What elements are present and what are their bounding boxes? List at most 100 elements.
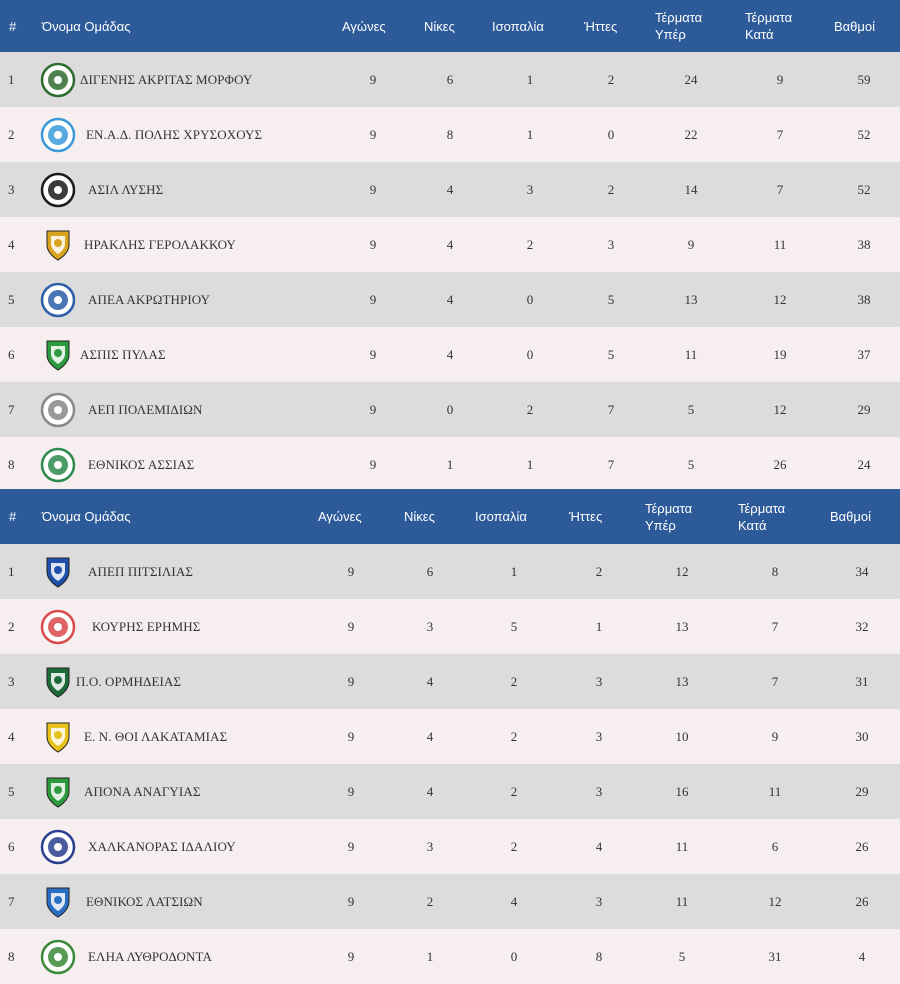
rank-cell: 5: [8, 291, 15, 307]
points-cell: 26: [855, 893, 869, 909]
losses-cell: 2: [607, 181, 615, 197]
team-name-link[interactable]: ΗΡΑΚΛΗΣ ΓΕΡΟΛΑΚΚΟΥ: [84, 236, 236, 252]
team-name-link[interactable]: ΑΠΕΠ ΠΙΤΣΙΛΙΑΣ: [88, 563, 194, 579]
played-cell: 9: [347, 948, 355, 964]
draws-cell: 2: [526, 236, 534, 252]
goals-for-cell: 11: [675, 893, 689, 909]
table-row: 6 ΧΑΛΚΑΝΟΡΑΣ ΙΔΑΛΙΟΥ 9 3 2 4 11 6 26: [0, 819, 900, 874]
team-name-link[interactable]: Π.Ο. ΟΡΜΗΔΕΙΑΣ: [76, 673, 182, 689]
rank-cell: 4: [8, 728, 15, 744]
played-cell: 9: [369, 346, 377, 362]
goals-against-cell: 8: [771, 563, 779, 579]
goals-against-cell: 12: [773, 401, 787, 417]
wins-cell: 4: [426, 673, 434, 689]
played-cell: 9: [369, 181, 377, 197]
goals-for-cell: 24: [684, 71, 698, 87]
goals-for-cell: 14: [684, 181, 698, 197]
team-name-link[interactable]: ΕΝ.Α.Δ. ΠΟΛΗΣ ΧΡΥΣΟΧΟΥΣ: [86, 126, 263, 142]
elia-logo: [40, 939, 76, 975]
header-goals-against: Τέρματα Κατά: [738, 489, 785, 544]
standings-table-1: # Όνομα Ομάδας Αγώνες Νίκες Ισοπαλία Ήττ…: [0, 0, 900, 492]
losses-cell: 5: [607, 346, 615, 362]
goals-against-cell: 9: [771, 728, 779, 744]
played-cell: 9: [369, 291, 377, 307]
header-points: Βαθμοί: [834, 18, 876, 34]
goals-against-cell: 7: [771, 673, 779, 689]
team-name-link[interactable]: ΕΘΝΙΚΟΣ ΑΣΣΙΑΣ: [88, 456, 195, 472]
team-name-link[interactable]: Ε. Ν. ΘΟΙ ΛΑΚΑΤΑΜΙΑΣ: [84, 728, 228, 744]
table-row: 5 ΑΠΕΑ ΑΚΡΩΤΗΡΙΟΥ 9 4 0 5 13 12 38: [0, 272, 900, 327]
goals-for-cell: 13: [684, 291, 698, 307]
team-name-link[interactable]: ΧΑΛΚΑΝΟΡΑΣ ΙΔΑΛΙΟΥ: [88, 838, 236, 854]
table-row: 7 ΑΕΠ ΠΟΛΕΜΙΔΙΩΝ 9 0 2 7 5 12 29: [0, 382, 900, 437]
wins-cell: 3: [426, 618, 434, 634]
points-cell: 4: [858, 948, 866, 964]
wins-cell: 0: [446, 401, 454, 417]
losses-cell: 2: [595, 563, 603, 579]
ethnikos-latsion-logo: [40, 884, 76, 920]
team-name-link[interactable]: ΕΛΗΑ ΛΥΘΡΟΔΟΝΤΑ: [88, 948, 213, 964]
header-played: Αγώνες: [342, 18, 386, 34]
table-body: 1 ΔΙΓΕΝΗΣ ΑΚΡΙΤΑΣ ΜΟΡΦΟΥ 9 6 1 2 24 9 59 2 ΕΝ.Α.Δ.…: [0, 52, 900, 492]
goals-for-cell: 22: [684, 126, 698, 142]
wins-cell: 4: [446, 291, 454, 307]
losses-cell: 3: [595, 673, 603, 689]
team-name-link[interactable]: ΑΠΟΝΑ ΑΝΑΓΥΙΑΣ: [84, 783, 201, 799]
draws-cell: 2: [510, 728, 518, 744]
points-cell: 37: [857, 346, 871, 362]
table-row: 7 ΕΘΝΙΚΟΣ ΛΑΤΣΙΩΝ 9 2 4 3 11 12 26: [0, 874, 900, 929]
goals-against-cell: 12: [768, 893, 782, 909]
team-name-link[interactable]: ΕΘΝΙΚΟΣ ΛΑΤΣΙΩΝ: [86, 893, 203, 909]
rank-cell: 7: [8, 893, 15, 909]
header-goals-for: Τέρματα Υπέρ: [655, 0, 702, 52]
losses-cell: 5: [607, 291, 615, 307]
header-goals-for-line2: Υπέρ: [645, 517, 676, 533]
wins-cell: 3: [426, 838, 434, 854]
draws-cell: 0: [510, 948, 518, 964]
team-name-link[interactable]: ΑΠΕΑ ΑΚΡΩΤΗΡΙΟΥ: [88, 291, 211, 307]
wins-cell: 8: [446, 126, 454, 142]
wins-cell: 4: [426, 783, 434, 799]
team-name-link[interactable]: ΚΟΥΡΗΣ ΕΡΗΜΗΣ: [92, 618, 201, 634]
goals-against-cell: 31: [768, 948, 782, 964]
losses-cell: 2: [607, 71, 615, 87]
draws-cell: 1: [526, 71, 534, 87]
team-name-link[interactable]: ΑΣΙΛ ΛΥΣΗΣ: [88, 181, 164, 197]
header-team: Όνομα Ομάδας: [42, 509, 131, 524]
header-points: Βαθμοί: [830, 509, 872, 524]
apea-logo: [40, 282, 76, 318]
draws-cell: 2: [510, 838, 518, 854]
losses-cell: 4: [595, 838, 603, 854]
rank-cell: 1: [8, 563, 15, 579]
losses-cell: 3: [595, 728, 603, 744]
apep-logo: [40, 554, 76, 590]
draws-cell: 1: [510, 563, 518, 579]
rank-cell: 4: [8, 236, 15, 252]
goals-against-cell: 7: [776, 181, 784, 197]
goals-against-cell: 7: [771, 618, 779, 634]
played-cell: 9: [369, 71, 377, 87]
table-row: 5 ΑΠΟΝΑ ΑΝΑΓΥΙΑΣ 9 4 2 3 16 11 29: [0, 764, 900, 819]
losses-cell: 7: [607, 401, 615, 417]
rank-cell: 1: [8, 71, 15, 87]
header-goals-against: Τέρματα Κατά: [745, 0, 792, 52]
header-goals-against-line2: Κατά: [738, 517, 767, 533]
draws-cell: 2: [510, 673, 518, 689]
table-row: 2 ΚΟΥΡΗΣ ΕΡΗΜΗΣ 9 3 5 1 13 7 32: [0, 599, 900, 654]
goals-for-cell: 11: [675, 838, 689, 854]
table-row: 8 ΕΛΗΑ ΛΥΘΡΟΔΟΝΤΑ 9 1 0 8 5 31 4: [0, 929, 900, 984]
header-goals-for-line1: Τέρματα: [645, 500, 693, 516]
team-name-link[interactable]: ΑΣΠΙΣ ΠΥΛΑΣ: [80, 346, 166, 362]
goals-for-cell: 5: [687, 456, 695, 472]
wins-cell: 4: [426, 728, 434, 744]
chalkanoras-logo: [40, 829, 76, 865]
losses-cell: 1: [595, 618, 603, 634]
goals-against-cell: 19: [773, 346, 787, 362]
points-cell: 32: [855, 618, 869, 634]
team-name-link[interactable]: ΔΙΓΕΝΗΣ ΑΚΡΙΤΑΣ ΜΟΡΦΟΥ: [80, 71, 253, 87]
header-goals-against-line2: Κατά: [745, 27, 774, 42]
header-goals-against-line1: Τέρματα: [738, 500, 786, 516]
rank-cell: 7: [8, 401, 15, 417]
team-name-link[interactable]: ΑΕΠ ΠΟΛΕΜΙΔΙΩΝ: [88, 401, 203, 417]
losses-cell: 3: [595, 783, 603, 799]
